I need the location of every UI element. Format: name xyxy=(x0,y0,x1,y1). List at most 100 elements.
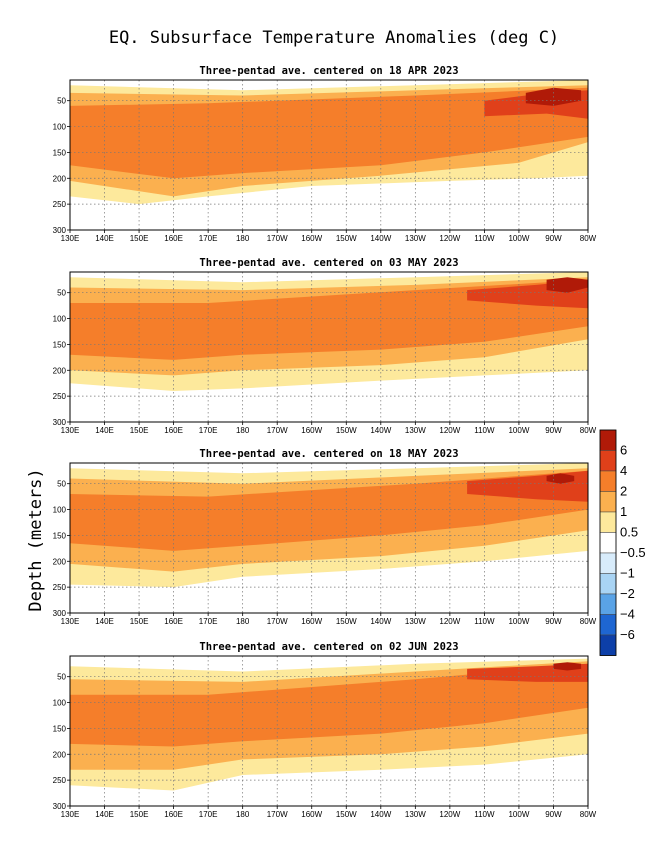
x-tick-label: 160E xyxy=(164,810,183,819)
x-tick-label: 130W xyxy=(405,234,426,243)
y-tick-label: 50 xyxy=(57,480,66,489)
x-tick-label: 160E xyxy=(164,426,183,435)
anomaly-contour-6 xyxy=(553,662,582,671)
panel-1: Three-pentad ave. centered on 18 APR 202… xyxy=(53,65,597,243)
panel-title: Three-pentad ave. centered on 18 MAY 202… xyxy=(199,448,458,460)
colorbar: 6 4 2 1 0.5 −0.5 −1 −2 −4 −6 xyxy=(599,429,646,656)
colorbar-swatch xyxy=(599,593,617,615)
x-tick-label: 130W xyxy=(405,426,426,435)
x-tick-label: 170E xyxy=(199,234,218,243)
y-tick-label: 100 xyxy=(53,506,67,515)
y-tick-label: 50 xyxy=(57,97,66,106)
x-tick-label: 130W xyxy=(405,617,426,626)
x-tick-label: 120W xyxy=(439,426,460,435)
colorbar-swatch xyxy=(599,429,617,451)
colorbar-label: −0.5 xyxy=(620,545,646,560)
y-tick-label: 150 xyxy=(53,724,67,733)
x-tick-label: 150E xyxy=(130,426,149,435)
y-tick-label: 300 xyxy=(53,802,67,811)
x-tick-label: 180 xyxy=(236,234,250,243)
colorbar-swatch xyxy=(599,532,617,554)
anomaly-layers xyxy=(70,80,588,205)
x-tick-label: 140E xyxy=(95,234,114,243)
x-tick-label: 140W xyxy=(370,426,391,435)
x-tick-label: 110W xyxy=(474,810,495,819)
x-tick-label: 140E xyxy=(95,426,114,435)
colorbar-swatch xyxy=(599,614,617,636)
x-tick-label: 120W xyxy=(439,234,460,243)
x-tick-label: 90W xyxy=(545,426,562,435)
x-tick-label: 110W xyxy=(474,617,495,626)
y-tick-label: 150 xyxy=(53,340,67,349)
y-tick-label: 50 xyxy=(57,289,66,298)
x-tick-label: 180 xyxy=(236,617,250,626)
colorbar-swatch xyxy=(599,573,617,595)
y-tick-label: 200 xyxy=(53,750,67,759)
x-tick-label: 170W xyxy=(267,234,288,243)
x-tick-label: 160W xyxy=(301,234,322,243)
x-tick-label: 80W xyxy=(580,234,597,243)
x-tick-label: 100W xyxy=(508,234,529,243)
anomaly-contour-2 xyxy=(70,279,588,360)
anomaly-contour-2 xyxy=(70,470,588,551)
x-tick-label: 100W xyxy=(508,617,529,626)
colorbar-label: −4 xyxy=(620,607,635,622)
colorbar-label: −6 xyxy=(620,627,635,642)
gridlines xyxy=(70,272,588,422)
y-tick-label: 300 xyxy=(53,418,67,427)
plot-frame xyxy=(69,462,589,614)
x-tick-label: 150W xyxy=(336,617,357,626)
x-tick-label: 90W xyxy=(545,810,562,819)
anomaly-contour-6 xyxy=(546,277,588,293)
y-tick-label: 100 xyxy=(53,123,67,132)
x-tick-label: 150W xyxy=(336,426,357,435)
x-tick-label: 120W xyxy=(439,617,460,626)
colorbar-label: 4 xyxy=(620,463,627,478)
panel-title: Three-pentad ave. centered on 02 JUN 202… xyxy=(199,641,458,653)
y-tick-label: 100 xyxy=(53,315,67,324)
panel-4: Three-pentad ave. centered on 02 JUN 202… xyxy=(53,641,597,819)
x-tick-label: 180 xyxy=(236,810,250,819)
y-tick-label: 250 xyxy=(53,392,67,401)
anomaly-layers xyxy=(70,272,588,391)
x-tick-label: 110W xyxy=(474,234,495,243)
x-tick-label: 150W xyxy=(336,810,357,819)
x-tick-label: 90W xyxy=(545,617,562,626)
x-tick-label: 170W xyxy=(267,810,288,819)
colorbar-label: −1 xyxy=(620,566,635,581)
x-tick-label: 130E xyxy=(61,426,80,435)
x-tick-label: 150E xyxy=(130,234,149,243)
y-tick-label: 300 xyxy=(53,226,67,235)
x-tick-label: 150E xyxy=(130,617,149,626)
x-tick-label: 140W xyxy=(370,234,391,243)
colorbar-swatch xyxy=(599,491,617,513)
x-tick-label: 160E xyxy=(164,617,183,626)
y-tick-label: 200 xyxy=(53,174,67,183)
x-tick-label: 110W xyxy=(474,426,495,435)
x-tick-label: 140W xyxy=(370,617,391,626)
x-tick-label: 140W xyxy=(370,810,391,819)
x-tick-label: 160W xyxy=(301,810,322,819)
gridlines xyxy=(70,656,588,806)
x-tick-label: 170W xyxy=(267,426,288,435)
colorbar-label: 0.5 xyxy=(620,525,638,540)
colorbar-swatch xyxy=(599,634,617,656)
colorbar-swatch xyxy=(599,552,617,574)
x-tick-label: 90W xyxy=(545,234,562,243)
y-tick-label: 250 xyxy=(53,776,67,785)
colorbar-label: −2 xyxy=(620,586,635,601)
x-tick-label: 120W xyxy=(439,810,460,819)
x-tick-label: 100W xyxy=(508,810,529,819)
y-tick-label: 200 xyxy=(53,366,67,375)
x-tick-label: 130E xyxy=(61,234,80,243)
colorbar-swatch xyxy=(599,450,617,472)
x-tick-label: 80W xyxy=(580,810,597,819)
y-tick-label: 250 xyxy=(53,583,67,592)
gridlines xyxy=(70,80,588,230)
panel-title: Three-pentad ave. centered on 03 MAY 202… xyxy=(199,257,458,269)
x-tick-label: 170E xyxy=(199,617,218,626)
panel-3: Three-pentad ave. centered on 18 MAY 202… xyxy=(53,448,597,626)
y-tick-label: 250 xyxy=(53,200,67,209)
y-tick-label: 200 xyxy=(53,557,67,566)
